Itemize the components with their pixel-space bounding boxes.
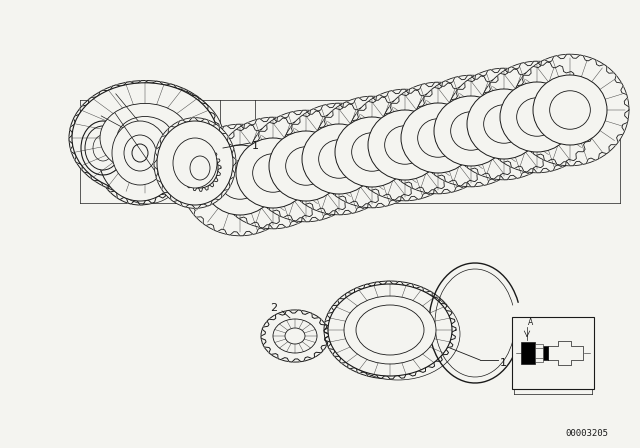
Ellipse shape [69,81,221,195]
Ellipse shape [181,124,299,236]
Ellipse shape [182,148,218,188]
Polygon shape [511,54,629,166]
Ellipse shape [236,138,310,208]
Ellipse shape [516,98,557,136]
Ellipse shape [93,135,113,161]
Ellipse shape [173,138,217,188]
Ellipse shape [324,281,456,379]
Ellipse shape [550,91,590,129]
Ellipse shape [220,161,260,199]
Bar [521,342,535,364]
Ellipse shape [181,124,299,236]
Polygon shape [261,310,329,362]
Ellipse shape [511,54,629,166]
Ellipse shape [214,117,332,229]
Ellipse shape [368,110,442,180]
Polygon shape [313,96,431,208]
Polygon shape [324,281,456,379]
Polygon shape [181,124,299,236]
Polygon shape [179,145,221,191]
Ellipse shape [335,117,409,187]
Ellipse shape [112,121,168,185]
Ellipse shape [434,96,508,166]
Ellipse shape [328,284,452,376]
Polygon shape [379,82,497,194]
Ellipse shape [511,54,629,166]
Ellipse shape [418,119,458,157]
Polygon shape [154,118,236,208]
Ellipse shape [445,68,563,180]
Ellipse shape [313,96,431,208]
Ellipse shape [451,112,492,150]
Ellipse shape [261,310,329,362]
Text: 1: 1 [252,141,259,151]
Ellipse shape [412,75,530,187]
Polygon shape [95,101,186,205]
Ellipse shape [132,144,148,162]
Ellipse shape [379,82,497,194]
Ellipse shape [285,147,326,185]
Ellipse shape [478,61,596,173]
Polygon shape [69,81,221,195]
Ellipse shape [269,131,343,201]
Polygon shape [346,89,464,201]
Polygon shape [412,75,530,187]
Ellipse shape [533,75,607,145]
Ellipse shape [190,156,210,180]
Ellipse shape [478,61,596,173]
Ellipse shape [319,140,359,178]
Ellipse shape [247,110,365,222]
Polygon shape [247,110,365,222]
Ellipse shape [98,105,182,201]
Ellipse shape [247,110,365,222]
Ellipse shape [346,89,464,201]
Ellipse shape [157,121,233,205]
Ellipse shape [214,117,332,229]
Polygon shape [445,68,563,180]
Ellipse shape [302,124,376,194]
Ellipse shape [313,96,431,208]
Ellipse shape [179,145,221,191]
Ellipse shape [467,89,541,159]
Bar [512,317,594,389]
Ellipse shape [280,103,398,215]
Ellipse shape [253,154,293,192]
Ellipse shape [105,108,189,204]
Ellipse shape [412,75,530,187]
Ellipse shape [379,82,497,194]
Ellipse shape [484,105,524,143]
Ellipse shape [344,296,436,364]
Bar [535,344,543,362]
Ellipse shape [124,135,156,171]
Text: 00003205: 00003205 [565,429,608,438]
Text: A: A [528,318,533,327]
Text: 2: 2 [270,303,277,313]
Ellipse shape [100,103,190,172]
Ellipse shape [401,103,475,173]
Ellipse shape [285,328,305,344]
Bar [543,346,548,360]
Ellipse shape [72,83,218,193]
Ellipse shape [336,288,460,380]
Bar [535,348,543,358]
Polygon shape [548,341,583,365]
Ellipse shape [119,124,175,188]
Ellipse shape [273,319,317,353]
Ellipse shape [445,68,563,180]
Polygon shape [478,61,596,173]
Ellipse shape [154,118,236,208]
Ellipse shape [385,126,426,164]
Ellipse shape [280,103,398,215]
Ellipse shape [356,305,424,355]
Text: 1: 1 [500,358,507,368]
Ellipse shape [351,133,392,171]
Ellipse shape [346,89,464,201]
Ellipse shape [95,101,186,205]
Ellipse shape [500,82,574,152]
Ellipse shape [85,126,121,170]
Polygon shape [280,103,398,215]
Ellipse shape [203,145,277,215]
Polygon shape [214,117,332,229]
Ellipse shape [78,85,224,195]
